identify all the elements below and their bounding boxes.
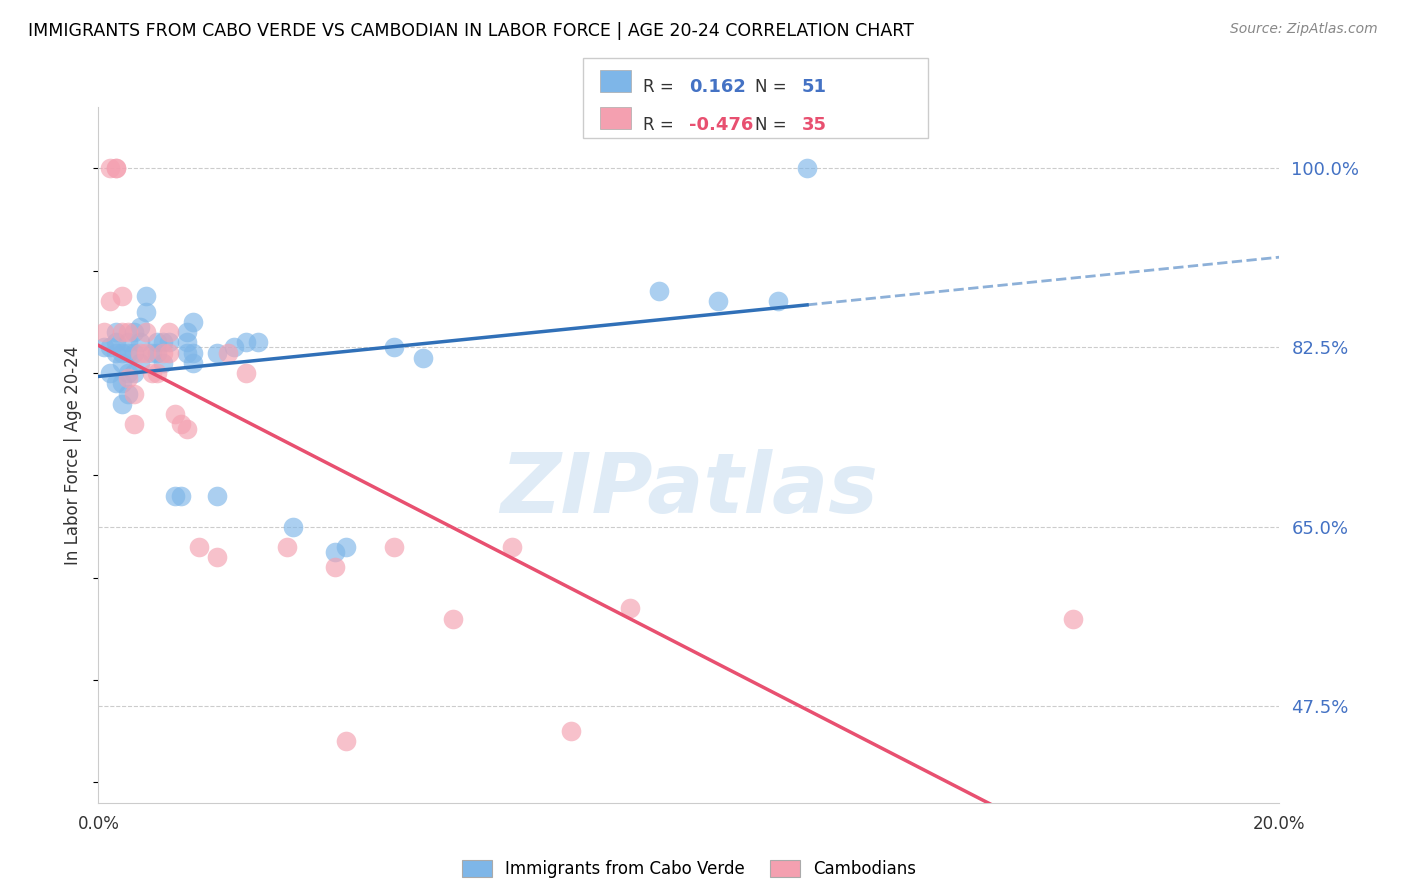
Point <box>1062 612 1084 626</box>
Point <box>117 371 139 385</box>
Point <box>181 356 204 370</box>
Point <box>157 325 180 339</box>
Point <box>146 345 169 359</box>
Point <box>105 161 128 176</box>
Point <box>165 489 187 503</box>
Point <box>122 417 145 432</box>
Point <box>111 397 134 411</box>
Point <box>619 601 641 615</box>
Point <box>111 289 134 303</box>
Point <box>181 345 204 359</box>
Text: Source: ZipAtlas.com: Source: ZipAtlas.com <box>1230 22 1378 37</box>
Point <box>93 325 115 339</box>
Text: IMMIGRANTS FROM CABO VERDE VS CAMBODIAN IN LABOR FORCE | AGE 20-24 CORRELATION C: IMMIGRANTS FROM CABO VERDE VS CAMBODIAN … <box>28 22 914 40</box>
Point <box>217 345 239 359</box>
Point <box>128 356 150 370</box>
Point <box>176 345 198 359</box>
Point <box>205 489 228 503</box>
Point <box>141 366 163 380</box>
Point <box>165 407 187 421</box>
Point <box>128 345 150 359</box>
Point <box>412 351 434 365</box>
Point <box>181 315 204 329</box>
Text: ZIPatlas: ZIPatlas <box>501 450 877 530</box>
Point <box>135 325 157 339</box>
Point <box>146 366 169 380</box>
Point <box>246 335 269 350</box>
Point <box>128 320 150 334</box>
Point <box>235 366 257 380</box>
Point <box>98 161 121 176</box>
Point <box>117 345 139 359</box>
Point <box>117 386 139 401</box>
Point <box>205 550 228 565</box>
Point <box>111 325 134 339</box>
Point <box>157 345 180 359</box>
Point <box>176 422 198 436</box>
Point <box>105 335 128 350</box>
Point <box>335 540 357 554</box>
Point <box>141 345 163 359</box>
Point <box>707 294 730 309</box>
Point <box>135 304 157 318</box>
Point <box>170 489 193 503</box>
Point <box>152 335 174 350</box>
Text: -0.476: -0.476 <box>689 116 754 134</box>
Point <box>235 335 257 350</box>
Point <box>152 345 174 359</box>
Point <box>122 366 145 380</box>
Point <box>105 325 128 339</box>
Point <box>187 540 209 554</box>
Point <box>205 345 228 359</box>
Legend: Immigrants from Cabo Verde, Cambodians: Immigrants from Cabo Verde, Cambodians <box>456 854 922 885</box>
Point <box>382 341 405 355</box>
Y-axis label: In Labor Force | Age 20-24: In Labor Force | Age 20-24 <box>65 345 83 565</box>
Point <box>111 356 134 370</box>
Text: R =: R = <box>643 78 679 96</box>
Point <box>648 284 671 298</box>
Point <box>176 335 198 350</box>
Point <box>152 356 174 370</box>
Text: 35: 35 <box>801 116 827 134</box>
Point <box>441 612 464 626</box>
Point <box>122 345 145 359</box>
Point <box>276 540 298 554</box>
Point <box>501 540 523 554</box>
Point <box>766 294 789 309</box>
Point <box>146 335 169 350</box>
Point <box>111 345 134 359</box>
Point <box>117 335 139 350</box>
Point <box>283 519 305 533</box>
Point <box>157 335 180 350</box>
Text: N =: N = <box>755 116 792 134</box>
Point <box>122 386 145 401</box>
Text: 0.162: 0.162 <box>689 78 745 96</box>
Point <box>98 366 121 380</box>
Point <box>111 376 134 391</box>
Point <box>93 341 115 355</box>
Point <box>117 325 139 339</box>
Point <box>128 335 150 350</box>
Point <box>135 289 157 303</box>
Point <box>323 545 346 559</box>
Point <box>224 341 246 355</box>
Point <box>105 345 128 359</box>
Point <box>560 724 582 739</box>
Point <box>796 161 818 176</box>
Point <box>98 294 121 309</box>
Point <box>170 417 193 432</box>
Point <box>382 540 405 554</box>
Point <box>135 345 157 359</box>
Point <box>105 161 128 176</box>
Point <box>117 366 139 380</box>
Point <box>176 325 198 339</box>
Point <box>105 376 128 391</box>
Point <box>122 325 145 339</box>
Text: 51: 51 <box>801 78 827 96</box>
Text: N =: N = <box>755 78 792 96</box>
Point <box>335 734 357 748</box>
Text: R =: R = <box>643 116 679 134</box>
Point <box>98 341 121 355</box>
Point <box>323 560 346 574</box>
